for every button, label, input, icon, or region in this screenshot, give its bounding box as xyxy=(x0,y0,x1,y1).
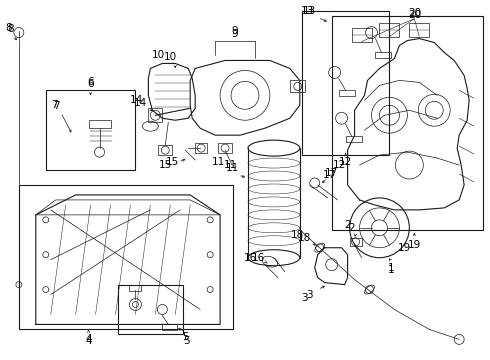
Text: 15: 15 xyxy=(159,160,172,170)
Bar xyxy=(345,136,362,142)
Bar xyxy=(290,80,305,92)
Text: 2: 2 xyxy=(344,220,351,230)
Text: 19: 19 xyxy=(398,243,411,253)
Text: 4: 4 xyxy=(85,334,92,345)
Bar xyxy=(349,238,362,246)
Text: 17: 17 xyxy=(323,170,336,180)
Bar xyxy=(148,108,162,122)
Bar xyxy=(195,143,207,153)
Text: 9: 9 xyxy=(232,26,238,36)
Text: 5: 5 xyxy=(183,336,190,346)
Bar xyxy=(375,53,392,58)
Text: 11: 11 xyxy=(212,157,225,167)
Bar xyxy=(332,15,483,230)
Text: 14: 14 xyxy=(134,98,147,108)
Text: 14: 14 xyxy=(130,95,143,105)
Bar xyxy=(119,285,183,334)
Text: 16: 16 xyxy=(244,253,257,263)
Text: 6: 6 xyxy=(87,77,94,87)
Bar xyxy=(162,324,177,330)
Bar xyxy=(352,28,371,41)
Text: 5: 5 xyxy=(182,332,189,342)
Text: 8: 8 xyxy=(5,23,12,33)
Bar xyxy=(339,90,355,96)
Bar xyxy=(129,285,142,291)
Text: 16: 16 xyxy=(251,253,265,263)
Text: 10: 10 xyxy=(152,50,165,60)
Text: 13: 13 xyxy=(301,6,315,15)
Text: 18: 18 xyxy=(298,233,311,243)
Text: 7: 7 xyxy=(51,100,58,110)
Text: 1: 1 xyxy=(388,263,395,273)
Text: 8: 8 xyxy=(7,24,14,33)
Text: 9: 9 xyxy=(232,28,238,39)
Text: 13: 13 xyxy=(303,6,317,15)
Text: 12: 12 xyxy=(333,160,346,170)
Text: 15: 15 xyxy=(166,157,179,167)
Bar xyxy=(409,23,429,37)
Bar xyxy=(46,90,135,170)
Text: 1: 1 xyxy=(388,265,395,275)
Text: 20: 20 xyxy=(408,8,421,18)
Text: 2: 2 xyxy=(348,223,355,233)
Text: 7: 7 xyxy=(53,101,60,111)
Bar xyxy=(302,11,390,155)
Bar xyxy=(89,120,111,128)
Bar xyxy=(19,185,233,329)
Text: 6: 6 xyxy=(87,79,94,89)
Text: 3: 3 xyxy=(301,293,308,302)
Text: 18: 18 xyxy=(291,230,304,240)
Text: 12: 12 xyxy=(339,157,352,167)
Bar xyxy=(218,143,232,153)
Text: 3: 3 xyxy=(306,289,313,300)
Text: 11: 11 xyxy=(223,160,237,170)
Text: 19: 19 xyxy=(408,240,421,250)
Bar xyxy=(158,145,172,155)
Text: 20: 20 xyxy=(408,10,421,20)
Bar xyxy=(379,23,399,37)
Text: 17: 17 xyxy=(325,168,338,178)
Text: 4: 4 xyxy=(85,336,92,346)
Text: 10: 10 xyxy=(164,53,177,63)
Text: 11: 11 xyxy=(225,163,239,173)
